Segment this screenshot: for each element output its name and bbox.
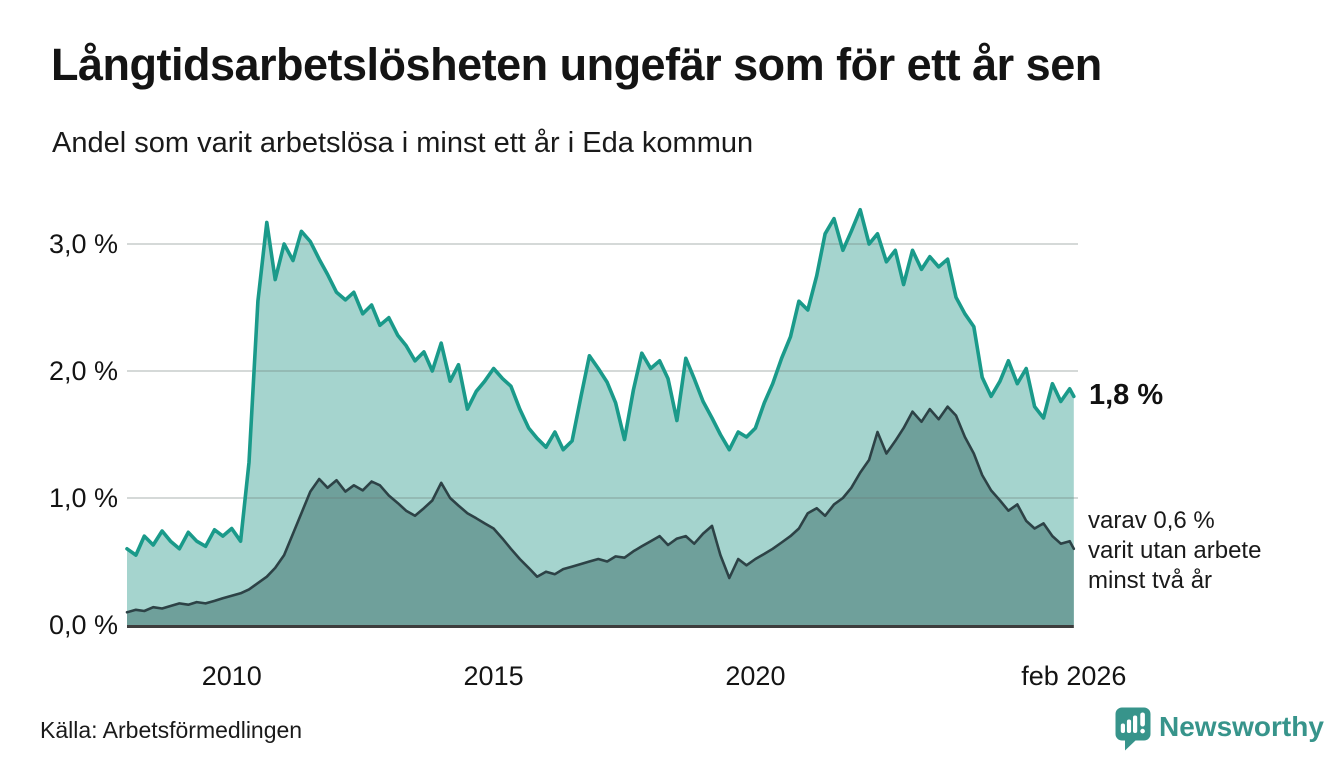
annotation-line: varit utan arbete — [1088, 537, 1262, 564]
x-tick-label: feb 2026 — [1021, 661, 1127, 691]
speech-bubble-chart-icon — [1115, 707, 1151, 756]
page-title: Långtidsarbetslösheten ungefär som för e… — [51, 39, 1102, 90]
end-value-label: 1,8 % — [1089, 379, 1164, 411]
x-tick-label: 2015 — [463, 661, 524, 691]
line-minst-ett-ar — [125, 207, 1076, 557]
y-tick-label: 0,0 % — [48, 610, 118, 640]
newsworthy-logo: Newsworthy — [1115, 707, 1324, 753]
y-tick-label: 1,0 % — [48, 483, 118, 513]
y-tick-label: 3,0 % — [48, 229, 118, 259]
annotation-line: minst två år — [1088, 567, 1213, 594]
x-tick-label: 2020 — [725, 661, 786, 691]
y-tick-label: 2,0 % — [48, 356, 118, 386]
area-minst-tva-ar — [127, 406, 1074, 625]
logo-wordmark: Newsworthy — [1159, 711, 1324, 742]
page-subtitle: Andel som varit arbetslösa i minst ett å… — [52, 127, 754, 159]
line-minst-tva-ar — [125, 405, 1076, 614]
source-note: Källa: Arbetsförmedlingen — [40, 717, 303, 743]
x-tick-label: 2010 — [201, 661, 262, 691]
annotation-line: varav 0,6 % — [1088, 507, 1215, 534]
secondary-annotation: varav 0,6 % varit utan arbete minst två … — [1088, 506, 1261, 596]
